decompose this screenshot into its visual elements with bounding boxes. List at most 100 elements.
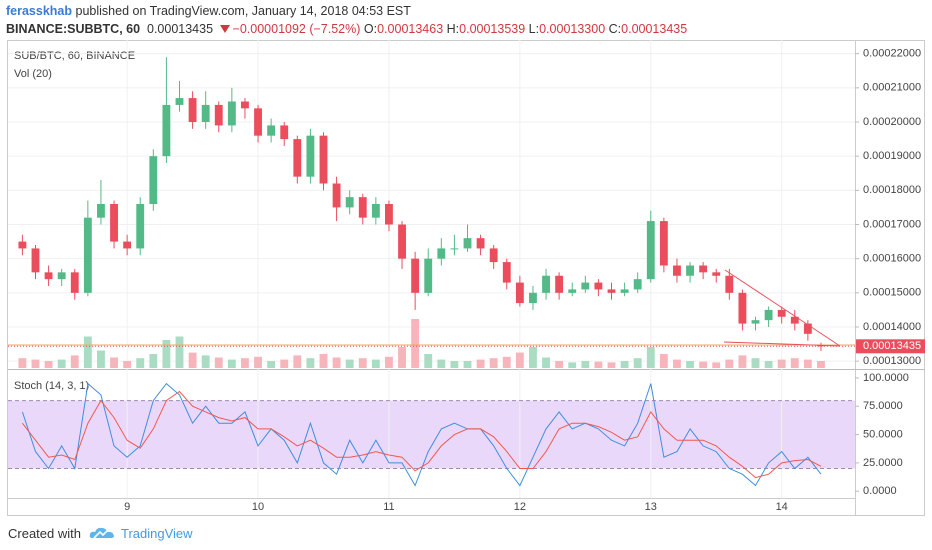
candle-body <box>646 221 655 280</box>
candle-body <box>502 262 511 283</box>
volume-bar <box>712 362 721 368</box>
y-tick-label: 0.00014000 <box>863 321 921 333</box>
volume-bar <box>542 357 550 368</box>
h-label: H: <box>446 22 460 36</box>
candle-body <box>345 197 354 208</box>
c: 0.00013435 <box>621 22 688 36</box>
volume-bar <box>188 352 197 368</box>
volume-bar <box>476 359 485 368</box>
publish-line: ferasskhab published on TradingView.com,… <box>6 2 687 20</box>
volume-bar <box>149 354 158 368</box>
volume-bar <box>293 355 302 368</box>
candle-body <box>293 139 302 177</box>
candle-body <box>817 345 825 347</box>
volume-bar <box>162 340 171 368</box>
candle-body <box>686 265 694 276</box>
y2-tick-label: 100.0000 <box>863 372 909 384</box>
candle-body <box>398 224 406 259</box>
candle-body <box>332 183 341 208</box>
candle-body <box>411 258 420 293</box>
volume-bar <box>201 355 210 368</box>
candle-body <box>568 289 577 293</box>
candle-body <box>214 104 223 126</box>
volume-bar <box>502 356 511 368</box>
chart-title: SUB/BTC, 60, BINANCE <box>14 50 135 62</box>
footer: Created with TradingView <box>8 525 193 541</box>
volume-bar <box>411 319 420 368</box>
y-tick-label: 0.00015000 <box>863 287 921 299</box>
y-tick-label: 0.00013000 <box>863 355 921 367</box>
candle-body <box>385 204 393 225</box>
candle-body <box>83 217 92 293</box>
published: published on TradingView.com, January 14… <box>75 4 411 18</box>
y2-tick-label: 25.0000 <box>863 457 903 469</box>
volume-bar <box>371 359 380 368</box>
x-tick-label: 10 <box>252 501 264 513</box>
volume-bar <box>254 356 262 368</box>
candle-body <box>542 275 550 293</box>
y2-tick-label: 0.0000 <box>863 485 897 497</box>
last-price-tag <box>856 339 925 354</box>
volume-bar <box>267 361 276 368</box>
volume-bar <box>319 354 328 368</box>
candle-body <box>31 248 40 273</box>
candle-body <box>581 282 590 290</box>
candle-body <box>149 156 158 204</box>
candle-body <box>358 197 367 218</box>
volume-bar <box>136 358 145 368</box>
y2-tick-label: 75.0000 <box>863 400 903 412</box>
candle-body <box>751 320 760 324</box>
x-tick-label: 9 <box>124 501 130 513</box>
candle-body <box>659 221 668 266</box>
volume-bar <box>803 359 812 368</box>
candle-body <box>489 248 498 263</box>
candle-body <box>803 323 812 334</box>
volume-bar <box>18 358 27 368</box>
h: 0.00013539 <box>459 22 526 36</box>
volume-bar <box>515 352 524 368</box>
candle-body <box>241 101 249 109</box>
candle-body <box>555 275 564 293</box>
quote-line: BINANCE:SUBBTC, 60 0.00013435 −0.0000109… <box>6 20 687 38</box>
volume-bar <box>581 361 590 368</box>
y-tick-label: 0.00020000 <box>863 116 921 128</box>
volume-bar <box>358 358 367 368</box>
x-tick-label: 12 <box>514 501 526 513</box>
candle-body <box>44 272 53 280</box>
volume-bar <box>463 361 472 368</box>
volume-bar <box>345 359 354 368</box>
volume-bar <box>764 361 773 368</box>
candle-body <box>319 135 328 184</box>
last: 0.00013435 <box>147 22 214 36</box>
volume-bar <box>398 347 406 368</box>
candle-body <box>712 272 721 276</box>
volume-title: Vol (20) <box>14 68 52 80</box>
volume-bar <box>568 362 577 368</box>
y-tick-label: 0.00016000 <box>863 253 921 265</box>
brand[interactable]: TradingView <box>120 525 193 541</box>
volume-bar <box>306 358 315 368</box>
author[interactable]: ferasskhab <box>6 4 73 18</box>
volume-bar <box>44 361 53 368</box>
candle-body <box>188 98 197 122</box>
volume-bar <box>31 359 40 368</box>
change: −0.00001092 (−7.52%) <box>232 22 361 36</box>
volume-bar <box>607 362 616 368</box>
o-label: O: <box>363 22 378 36</box>
volume-bar <box>817 361 825 368</box>
volume-bar <box>175 336 184 368</box>
candle-body <box>529 292 537 304</box>
volume-bar <box>790 358 799 368</box>
symbol: BINANCE:SUBBTC, 60 <box>6 22 141 36</box>
y2-tick-label: 50.0000 <box>863 428 903 440</box>
volume-bar <box>659 354 668 368</box>
x-tick-label: 14 <box>776 501 788 513</box>
candle-body <box>136 204 145 249</box>
volume-bar <box>725 359 734 368</box>
volume-bar <box>83 336 92 368</box>
volume-bar <box>97 350 105 368</box>
o: 0.00013463 <box>377 22 444 36</box>
candle-body <box>476 238 485 249</box>
volume-bar <box>214 357 223 368</box>
